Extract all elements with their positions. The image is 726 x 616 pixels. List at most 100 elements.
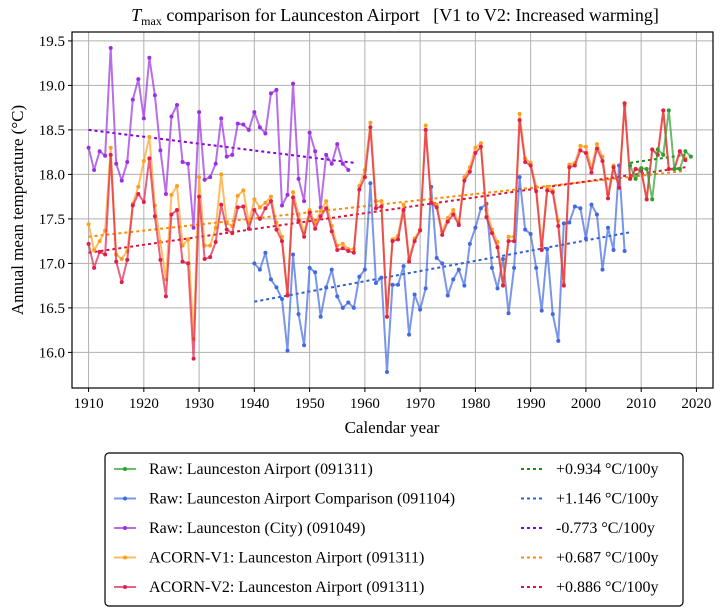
data-point: [501, 283, 506, 288]
data-point: [174, 102, 179, 107]
data-point: [313, 226, 318, 231]
data-point: [263, 200, 268, 205]
data-point: [246, 127, 251, 132]
chart-title: Tmax comparison for Launceston Airport […: [131, 5, 659, 28]
data-point: [108, 46, 113, 51]
y-tick-label: 17.5: [39, 212, 65, 228]
trend-line: [88, 128, 354, 164]
y-tick-label: 18.5: [39, 123, 65, 139]
data-point: [108, 152, 113, 157]
data-point: [302, 199, 307, 204]
data-point: [279, 239, 284, 244]
data-point: [550, 312, 555, 317]
data-point: [97, 249, 102, 254]
data-point: [501, 256, 506, 261]
data-point: [141, 159, 146, 164]
data-point: [650, 197, 655, 202]
data-point: [412, 292, 417, 297]
legend-item: Raw: Launceston (City) (091049) -0.773 °C…: [114, 520, 655, 537]
data-point: [423, 123, 428, 128]
data-point: [169, 192, 174, 197]
data-point: [136, 77, 141, 82]
data-point: [456, 223, 461, 228]
data-point: [114, 259, 119, 264]
data-point: [340, 161, 345, 166]
data-point: [246, 226, 251, 231]
legend-trend-label: +1.146 °C/100y: [556, 491, 659, 508]
data-point: [285, 293, 290, 298]
data-point: [589, 170, 594, 175]
data-point: [114, 161, 119, 166]
data-point: [484, 215, 489, 220]
data-point: [335, 248, 340, 253]
data-point: [230, 231, 235, 236]
data-point: [517, 111, 522, 116]
data-point: [644, 197, 649, 202]
data-point: [583, 151, 588, 156]
x-tick-label: 2010: [626, 396, 656, 412]
data-point: [473, 225, 478, 230]
legend-box: [104, 452, 684, 607]
data-point: [86, 145, 91, 150]
legend-item: ACORN-V2: Launceston Airport (091311) +0.…: [114, 579, 659, 596]
data-point: [401, 264, 406, 269]
data-point: [180, 259, 185, 264]
data-point: [545, 184, 550, 189]
data-point: [594, 146, 599, 151]
data-point: [462, 178, 467, 183]
data-point: [158, 240, 163, 245]
data-point: [219, 172, 224, 177]
data-point: [213, 240, 218, 245]
data-point: [655, 147, 660, 152]
data-point: [688, 154, 693, 159]
data-point: [318, 314, 323, 319]
x-tick-label: 2020: [681, 396, 711, 412]
data-point: [489, 265, 494, 270]
y-tick-label: 17.0: [39, 256, 65, 272]
series-1: [252, 163, 627, 374]
data-point: [539, 248, 544, 253]
data-point: [169, 212, 174, 217]
data-point: [291, 190, 296, 195]
data-point: [572, 204, 577, 209]
data-point: [578, 206, 583, 211]
legend-item: Raw: Launceston Airport (091311) +0.934 °…: [114, 461, 659, 478]
data-point: [506, 311, 511, 316]
data-point: [103, 252, 108, 257]
data-point: [324, 152, 329, 157]
trend-line: [88, 169, 686, 238]
data-point: [683, 149, 688, 154]
legend-trend-label: +0.687 °C/100y: [556, 550, 659, 567]
data-point: [257, 125, 262, 130]
data-point: [147, 135, 152, 140]
trend-line: [88, 166, 686, 254]
data-point: [633, 167, 638, 172]
data-point: [478, 144, 483, 149]
data-point: [545, 188, 550, 193]
data-point: [130, 203, 135, 208]
trend-lines: [88, 128, 686, 303]
data-point: [274, 87, 279, 92]
data-point: [644, 167, 649, 172]
data-point: [523, 227, 528, 232]
data-point: [340, 246, 345, 251]
series-lines: [86, 46, 693, 374]
data-point: [296, 176, 301, 181]
data-point: [666, 167, 671, 172]
data-point: [208, 243, 213, 248]
data-point: [434, 205, 439, 210]
data-point: [379, 204, 384, 209]
data-point: [384, 369, 389, 374]
series-line: [87, 47, 350, 229]
data-point: [291, 195, 296, 200]
data-point: [313, 270, 318, 275]
title-rest: comparison for Launceston Airport [V1 to…: [162, 5, 659, 25]
data-point: [296, 218, 301, 223]
data-point: [235, 121, 240, 126]
data-point: [362, 267, 367, 272]
data-point: [346, 300, 351, 305]
data-point: [202, 177, 207, 182]
data-point: [539, 308, 544, 313]
series-0: [628, 108, 693, 202]
legend: Raw: Launceston Airport (091311) +0.934 °…: [104, 452, 684, 607]
